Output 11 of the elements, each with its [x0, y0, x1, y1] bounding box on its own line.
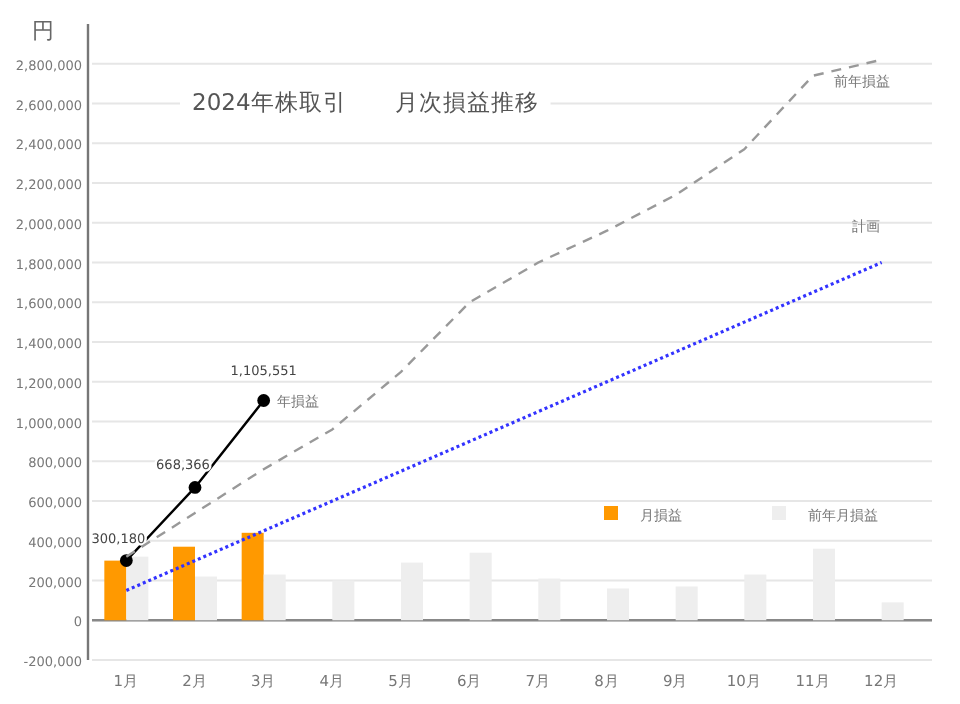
- bar: [675, 586, 698, 621]
- text: 2024年株取引 月次損益推移: [192, 88, 539, 116]
- bar: [607, 588, 629, 621]
- bar: [881, 602, 904, 621]
- point: [257, 394, 271, 407]
- bar: [173, 546, 195, 621]
- point: [188, 481, 202, 494]
- point: [119, 554, 133, 567]
- y-axis-title: 円: [32, 18, 54, 44]
- bar: [104, 560, 127, 621]
- bar: [241, 532, 264, 621]
